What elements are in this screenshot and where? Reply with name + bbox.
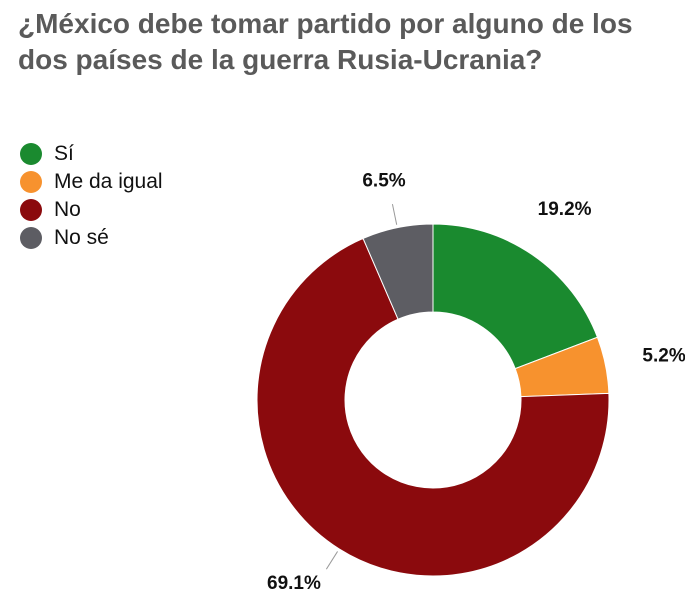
data-labels-group: 19.2% 5.2% 69.1% 6.5% <box>267 170 685 594</box>
legend-swatch-me-da-igual <box>20 171 42 193</box>
chart-title: ¿México debe tomar partido por alguno de… <box>18 8 633 75</box>
legend-item-no: No <box>20 196 163 224</box>
legend-label-me-da-igual: Me da igual <box>54 170 163 193</box>
data-label-no-se: 6.5% <box>362 170 405 191</box>
legend-swatch-no <box>20 199 42 221</box>
leader-line-no-se <box>391 204 398 225</box>
legend-label-si: Sí <box>54 142 74 165</box>
data-label-si: 19.2% <box>538 199 592 220</box>
legend-item-si: Sí <box>20 140 163 168</box>
legend-item-me-da-igual: Me da igual <box>20 168 163 196</box>
slice-si <box>432 223 599 370</box>
slices-group <box>256 223 610 577</box>
data-label-me-da-igual: 5.2% <box>642 345 685 366</box>
slice-no <box>256 237 610 577</box>
legend-swatch-si <box>20 143 42 165</box>
data-label-no: 69.1% <box>267 573 321 594</box>
legend-swatch-no-se <box>20 227 42 249</box>
legend-label-no: No <box>54 198 81 221</box>
legend: Sí Me da igual No No sé <box>20 140 163 252</box>
legend-label-no-se: No sé <box>54 226 109 249</box>
legend-item-no-se: No sé <box>20 224 163 252</box>
leader-line-no <box>325 551 338 570</box>
slice-no-se <box>362 223 434 320</box>
leader-lines-group <box>325 204 398 570</box>
